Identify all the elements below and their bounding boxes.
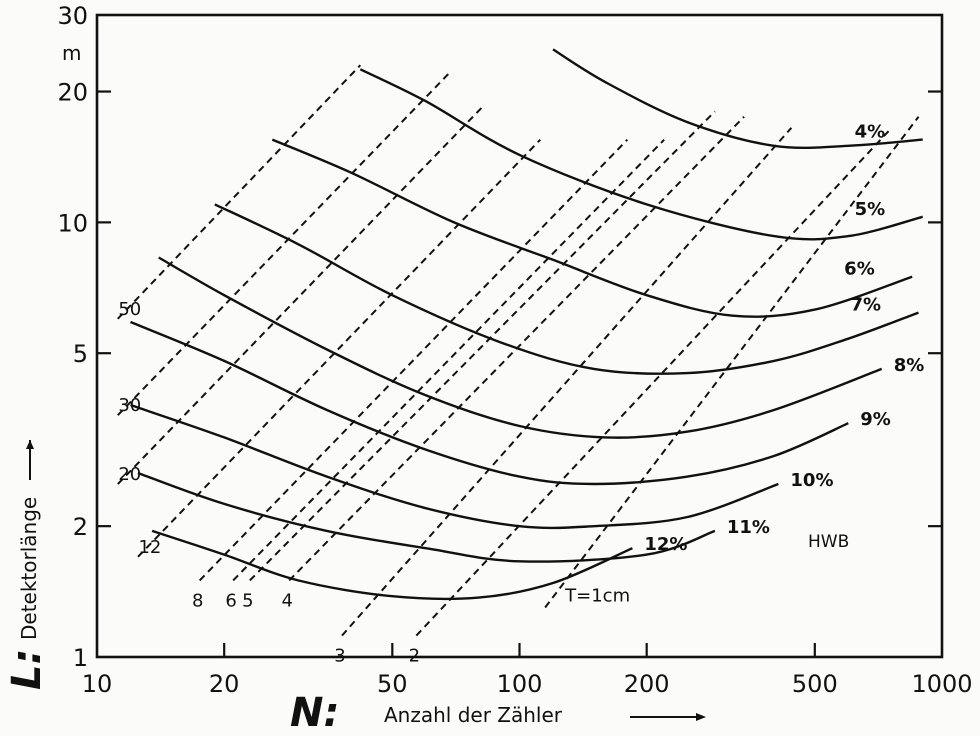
diagonal-50	[117, 64, 362, 320]
x-axis-arrowhead	[696, 713, 706, 721]
curve-12pct	[151, 529, 633, 601]
y-tick-label: 30	[57, 2, 88, 30]
y-axis-symbol: L:	[4, 649, 50, 690]
note-label: HWB	[808, 532, 849, 552]
diagonal-label-30: 30	[118, 395, 141, 416]
diagonal-3	[341, 127, 793, 637]
curve-label-4pct: 4%	[855, 122, 886, 143]
diagonal-label-12: 12	[138, 537, 161, 558]
curve-label-9pct: 9%	[860, 409, 891, 430]
y-tick-label: 10	[57, 209, 88, 237]
diagonal-label-4: 4	[281, 590, 292, 611]
curve-11pct	[137, 471, 716, 563]
x-tick-label: 1000	[911, 670, 972, 698]
curve-label-6pct: 6%	[844, 259, 875, 280]
x-tick-label: 50	[377, 670, 408, 698]
diagonal-label-5: 5	[242, 590, 253, 611]
x-tick-label: 200	[624, 670, 670, 698]
x-axis-title: N: Anzahl der Zähler	[290, 690, 706, 736]
diagonal-label-2: 2	[409, 646, 420, 667]
x-tick-label: 10	[82, 670, 113, 698]
diagonal-label-20: 20	[118, 464, 141, 485]
labels: 50 30 20 12 8 6 5 4 3 2 T=1cm 4% 5% 6% 7% 8% 9% 10% 11% 12%	[118, 122, 924, 667]
curve-6pct	[271, 138, 913, 318]
curve-8pct	[158, 256, 883, 439]
y-tick-label: 5	[73, 340, 88, 368]
diagonal-20	[117, 105, 484, 485]
diagonal-label-6: 6	[225, 590, 236, 611]
diagonal-12	[137, 138, 542, 558]
diagonal-2	[415, 127, 893, 637]
diagonal-label-8: 8	[192, 590, 203, 611]
x-tick-label: 100	[497, 670, 543, 698]
curve-10pct	[130, 403, 779, 530]
diagonal-6	[232, 138, 665, 582]
y-tick-label: 1	[73, 644, 88, 672]
curves	[130, 48, 924, 601]
y-unit-label: m	[62, 41, 81, 65]
curve-label-11pct: 11%	[727, 517, 770, 538]
curve-label-8pct: 8%	[894, 355, 925, 376]
y-tick-label: 20	[57, 79, 88, 107]
x-tick-label: 20	[209, 670, 240, 698]
diagonal-5	[249, 110, 716, 582]
x-axis-label: Anzahl der Zähler	[384, 703, 563, 727]
curve-7pct	[214, 203, 919, 375]
y-axis-label: Detektorlänge	[17, 497, 41, 640]
curve-label-12pct: 12%	[644, 534, 687, 555]
curve-4pct	[552, 48, 923, 150]
curve-9pct	[130, 320, 849, 486]
x-tick-label: 500	[792, 670, 838, 698]
diagonal-label-3: 3	[334, 646, 345, 667]
y-tick-label: 2	[73, 513, 88, 541]
y-axis-arrowhead	[26, 440, 34, 449]
diagonal-30	[117, 72, 450, 416]
curve-label-5pct: 5%	[855, 199, 886, 220]
diagonal-lines	[117, 64, 920, 637]
curve-label-10pct: 10%	[790, 470, 833, 491]
y-axis-title: L: Detektorlänge	[4, 440, 50, 690]
x-axis-symbol: N:	[290, 690, 339, 736]
diagonal-label-50: 50	[118, 299, 141, 320]
diagonal-label-t-1cm: T=1cm	[564, 585, 630, 606]
diagonal-8	[198, 138, 629, 582]
curve-label-7pct: 7%	[851, 295, 882, 316]
curve-5pct	[359, 68, 924, 241]
